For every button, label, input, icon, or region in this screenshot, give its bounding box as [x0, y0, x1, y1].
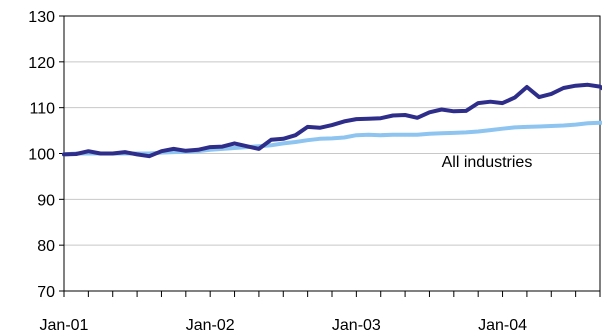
y-tick-label: 70	[37, 284, 55, 301]
y-tick-label: 130	[28, 9, 55, 26]
x-tick-label: Jan-03	[332, 317, 381, 334]
y-tick-label: 120	[28, 55, 55, 72]
annotation-label: All industries	[442, 154, 533, 171]
series-layer	[62, 82, 602, 159]
x-axis-ticks	[63, 291, 601, 297]
y-tick-label: 100	[28, 147, 55, 164]
series-line-2	[62, 120, 602, 157]
x-tick-label: Jan-02	[186, 317, 235, 334]
x-tick-label: Jan-01	[40, 317, 89, 334]
x-tick-label: Jan-04	[478, 317, 527, 334]
y-axis-tick-labels: 70 80 90 100 110 120 130	[28, 9, 55, 301]
y-tick-label: 110	[29, 101, 55, 118]
series-line-1	[62, 82, 602, 159]
y-tick-label: 90	[37, 192, 55, 209]
annotations: All industries	[442, 154, 533, 171]
x-axis-tick-labels: Jan-01 Jan-02 Jan-03 Jan-04	[40, 317, 528, 334]
y-tick-label: 80	[37, 238, 55, 255]
